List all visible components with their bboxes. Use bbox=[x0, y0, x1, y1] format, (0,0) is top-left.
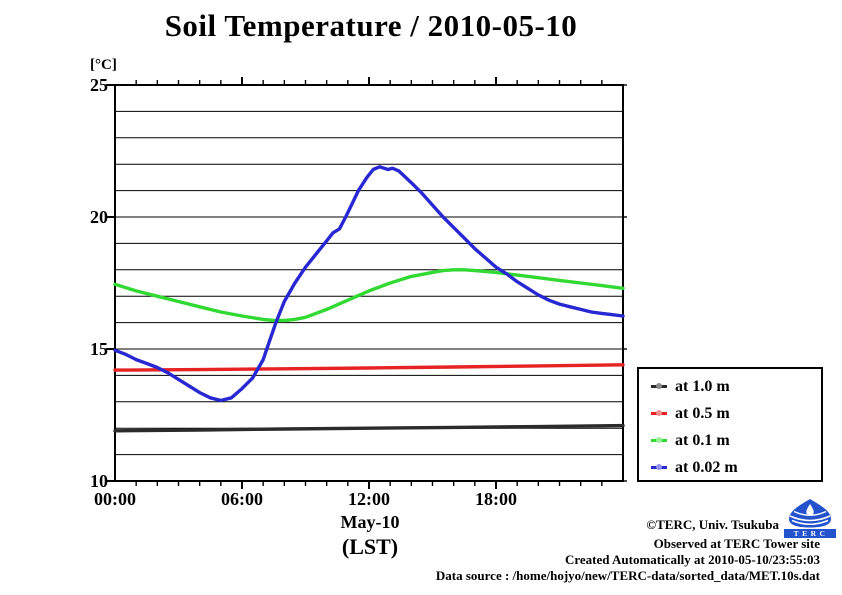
x-axis-timezone-label: (LST) bbox=[341, 534, 399, 559]
legend-label: at 0.1 m bbox=[675, 431, 730, 449]
credit-text: ©TERC, Univ. Tsukuba bbox=[646, 517, 779, 532]
observed-at-text: Observed at TERC Tower site bbox=[653, 536, 820, 551]
series-line-at-0.02-m bbox=[113, 165, 625, 403]
y-tick-label-25: 25 bbox=[90, 75, 108, 95]
x-tick-label-1200: 12:00 bbox=[348, 489, 390, 509]
legend-line-sample-icon bbox=[651, 410, 667, 416]
legend-line-sample-icon bbox=[651, 437, 667, 443]
logo-text: TERC bbox=[794, 529, 829, 538]
series-line-at-0.1-m bbox=[113, 268, 625, 323]
legend-row: at 0.1 m bbox=[651, 427, 811, 454]
legend-line-sample-icon bbox=[651, 383, 667, 389]
series-line-at-0.5-m bbox=[113, 363, 625, 372]
legend-point-sample-icon bbox=[656, 410, 662, 416]
plot-frame bbox=[114, 84, 624, 482]
legend-row: at 1.0 m bbox=[651, 373, 811, 400]
legend-label: at 1.0 m bbox=[675, 377, 730, 395]
y-tick-label-20: 20 bbox=[90, 207, 108, 227]
x-tick-label-1800: 18:00 bbox=[475, 489, 517, 509]
legend-box: at 1.0 m at 0.5 m at 0.1 m at 0.02 m bbox=[637, 367, 823, 482]
terc-logo-icon: TERC bbox=[784, 499, 836, 538]
y-axis-unit-label: [°C] bbox=[90, 57, 117, 73]
created-at-text: Created Automatically at 2010-05-10/23:5… bbox=[564, 552, 820, 567]
legend-point-sample-icon bbox=[656, 437, 662, 443]
x-tick-label-0000: 00:00 bbox=[94, 489, 136, 509]
x-axis-date-label: May-10 bbox=[340, 512, 400, 532]
legend-line-sample-icon bbox=[651, 464, 667, 470]
x-tick-label-0600: 06:00 bbox=[221, 489, 263, 509]
legend-label: at 0.02 m bbox=[675, 458, 738, 476]
chart-title: Soil Temperature / 2010-05-10 bbox=[164, 8, 578, 43]
y-tick-label-10: 10 bbox=[90, 471, 108, 491]
legend-point-sample-icon bbox=[656, 464, 662, 470]
y-tick-label-15: 15 bbox=[90, 339, 108, 359]
legend-row: at 0.02 m bbox=[651, 454, 811, 481]
legend-point-sample-icon bbox=[656, 383, 662, 389]
series-line-at-1.0-m bbox=[113, 423, 625, 433]
legend-row: at 0.5 m bbox=[651, 400, 811, 427]
legend-label: at 0.5 m bbox=[675, 404, 730, 422]
data-source-text: Data source : /home/hojyo/new/TERC-data/… bbox=[435, 568, 820, 583]
